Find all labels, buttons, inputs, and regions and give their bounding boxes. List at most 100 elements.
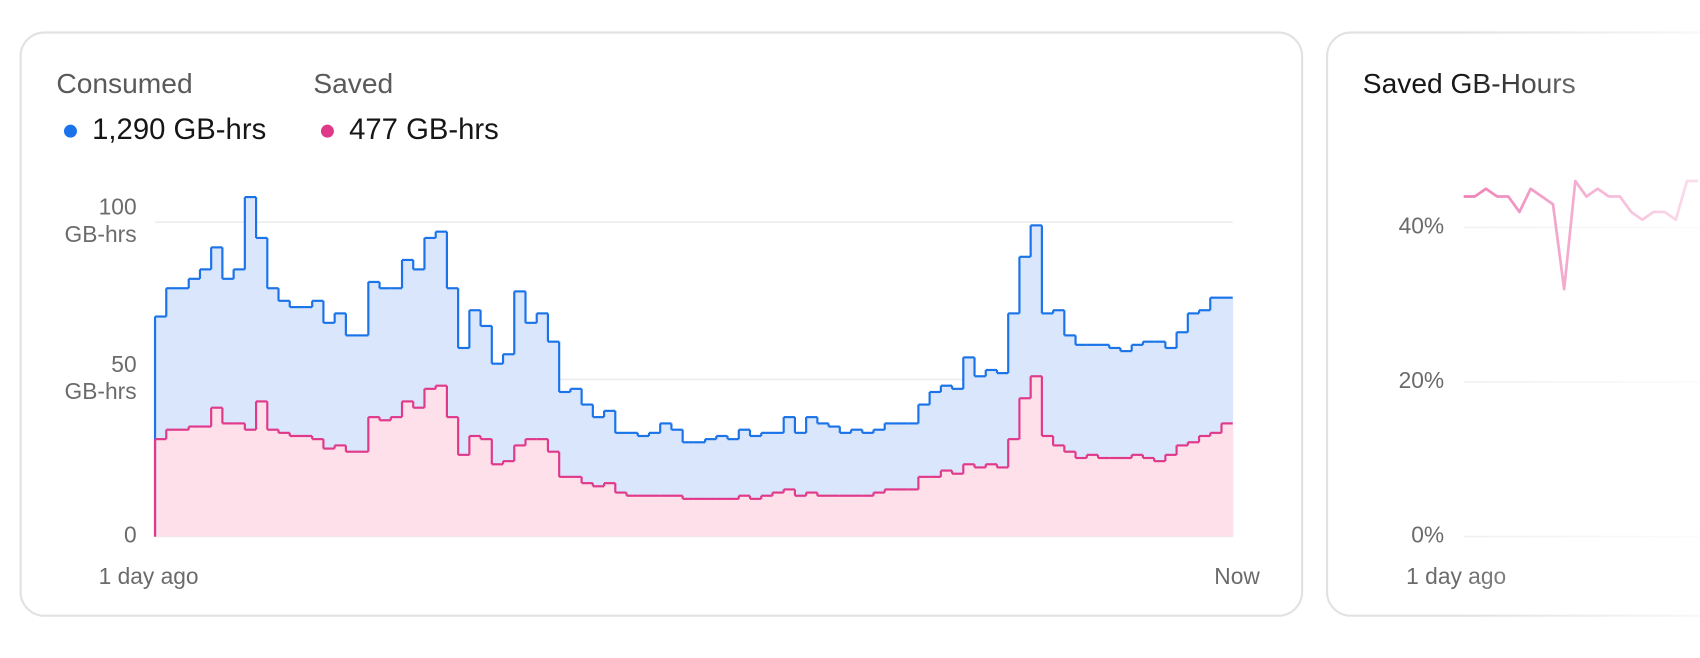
area-step	[794, 495, 807, 537]
area-step	[514, 445, 526, 537]
area-step	[1098, 344, 1110, 537]
area-step	[1142, 457, 1155, 537]
area-step	[233, 423, 246, 537]
area-step	[1008, 313, 1020, 537]
area-step	[402, 259, 414, 537]
area-step	[1176, 332, 1189, 537]
area-step	[918, 404, 931, 537]
area-step	[626, 495, 639, 537]
area-step	[817, 495, 830, 537]
area-step	[267, 429, 279, 537]
consumption-chart: 0 50 GB-hrs 100 GB-hrs Consumed 1,290 GB-hrs…	[56, 67, 1260, 589]
area-step	[390, 417, 403, 537]
saved-chart: Saved GB-Hours 0% 20% 40% 1 day ago	[1325, 31, 1700, 617]
legend-total: 1,290 GB-hrs	[92, 114, 266, 146]
area-step	[289, 307, 302, 537]
legend-total: 477 GB-hrs	[349, 114, 499, 146]
area-step	[615, 432, 627, 537]
area-step	[469, 310, 482, 537]
area-step	[952, 388, 964, 537]
area-step	[783, 417, 796, 537]
area-step	[300, 435, 313, 537]
area-step	[727, 439, 740, 537]
x-start-label: 1 day ago	[1406, 563, 1506, 589]
area-step	[929, 476, 942, 537]
area-step	[862, 495, 874, 537]
area-step	[536, 313, 549, 537]
area-step	[267, 288, 279, 537]
area-step	[895, 489, 908, 537]
area-step	[480, 325, 493, 537]
area-step	[334, 445, 347, 537]
area-step	[244, 197, 257, 537]
area-step	[940, 470, 953, 537]
y-tick-label: 50 GB-hrs	[58, 351, 136, 404]
area-step	[1199, 310, 1211, 537]
area-step	[480, 439, 493, 537]
area-step	[312, 439, 324, 537]
area-step	[211, 407, 223, 537]
area-step	[1086, 454, 1099, 537]
area-step	[873, 429, 886, 537]
area-step	[300, 307, 313, 537]
area-step	[458, 454, 470, 537]
area-step	[671, 495, 684, 537]
area-step	[323, 448, 336, 537]
area-step	[851, 429, 863, 537]
area-step	[828, 426, 841, 537]
area-step	[491, 363, 504, 537]
area-step	[1187, 313, 1200, 537]
area-step	[1210, 297, 1222, 537]
area-step	[469, 435, 482, 537]
area-step	[1120, 457, 1133, 537]
area-step	[514, 291, 526, 537]
area-step	[1064, 451, 1076, 537]
x-end-label: Now	[1214, 563, 1260, 589]
area-step	[256, 237, 268, 537]
chart-title: Saved GB-Hours	[1363, 67, 1576, 99]
area-step	[761, 432, 773, 537]
area-step	[750, 435, 762, 537]
area-step	[570, 388, 583, 537]
area-step	[1008, 439, 1020, 537]
area-step	[177, 429, 190, 537]
area-step	[1142, 341, 1155, 537]
legend-name: Consumed	[56, 67, 192, 99]
area-step	[177, 288, 190, 537]
area-step	[1041, 435, 1054, 537]
area-step	[637, 495, 650, 537]
area-step	[222, 423, 235, 537]
area-step	[446, 288, 459, 537]
y-tick-label: 0	[124, 522, 137, 548]
area-step	[536, 439, 549, 537]
area-step	[413, 407, 425, 537]
area-step	[716, 498, 728, 537]
area-step	[637, 435, 650, 537]
area-step	[648, 495, 661, 537]
area-step	[188, 278, 201, 537]
area-step	[895, 423, 908, 537]
area-step	[604, 483, 616, 537]
area-step	[716, 435, 728, 537]
area-step	[1098, 457, 1110, 537]
area-step	[772, 492, 785, 537]
area-step	[323, 322, 336, 537]
area-step	[503, 461, 515, 537]
area-step	[155, 316, 167, 537]
area-step	[660, 423, 672, 537]
area-step	[435, 231, 448, 537]
area-step	[503, 354, 515, 537]
area-step	[357, 335, 369, 537]
area-step	[547, 451, 560, 537]
area-step	[1210, 432, 1222, 537]
area-step	[1053, 445, 1065, 537]
area-step	[682, 498, 695, 537]
area-step	[750, 498, 762, 537]
area-step	[783, 489, 796, 537]
area-step	[402, 401, 414, 537]
area-step	[368, 417, 380, 537]
area-step	[884, 423, 897, 537]
area-step	[256, 401, 268, 537]
area-step	[458, 347, 470, 537]
